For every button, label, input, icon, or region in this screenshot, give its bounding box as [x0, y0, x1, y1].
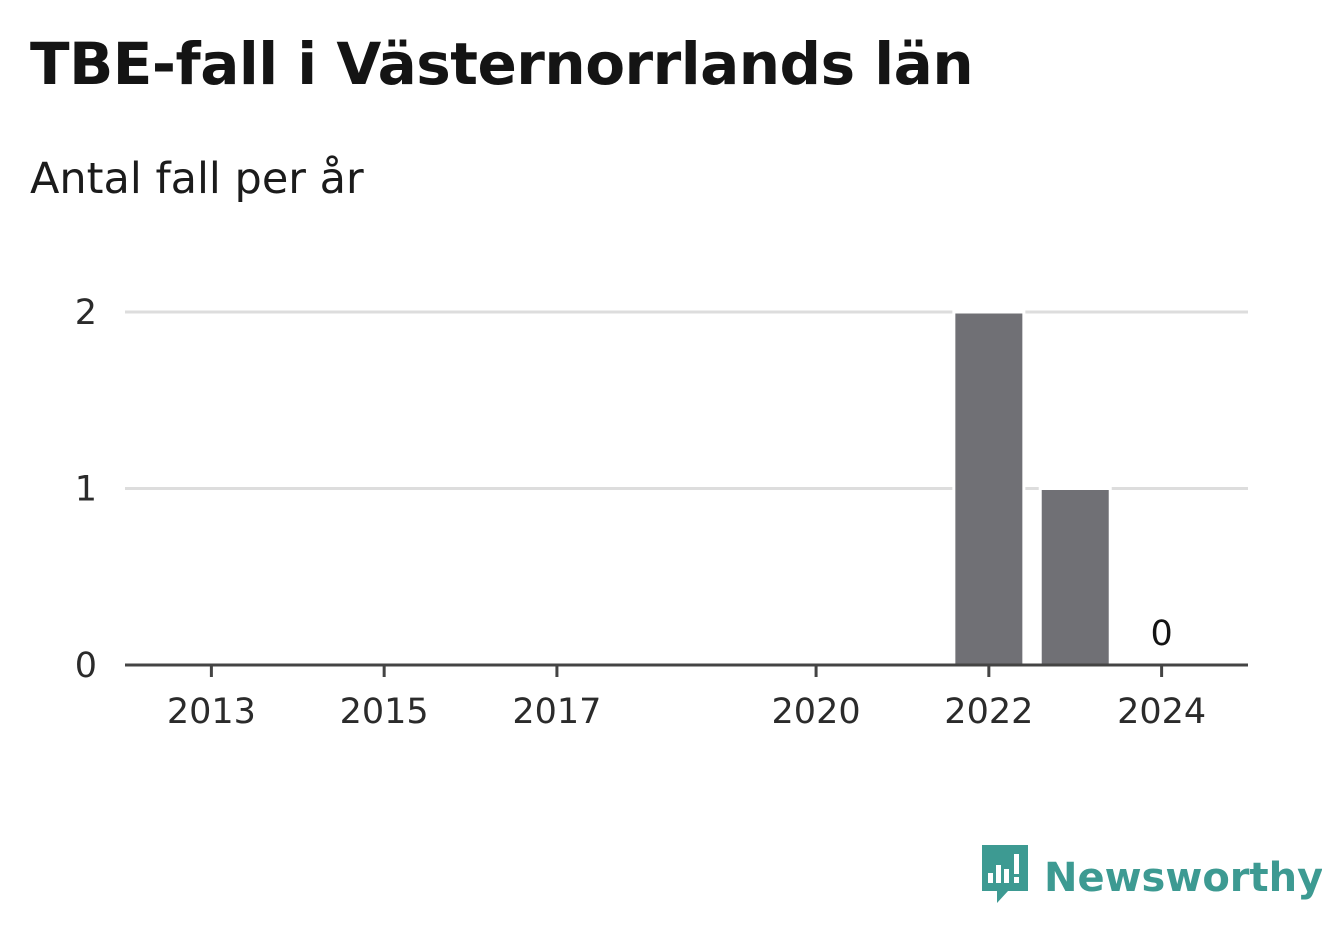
x-tick-label: 2013 [167, 692, 256, 732]
x-tick-label: 2020 [772, 692, 861, 732]
x-tick-label: 2017 [512, 692, 601, 732]
newsworthy-logo[interactable]: Newsworthy [980, 845, 1322, 911]
chart-title: TBE-fall i Västernorrlands län [30, 30, 974, 98]
chart-subtitle: Antal fall per år [30, 154, 364, 204]
x-tick-label: 2022 [944, 692, 1033, 732]
bar [1038, 487, 1112, 667]
y-tick-label: 0 [75, 646, 97, 686]
data-label: 0 [1150, 614, 1172, 654]
bar [952, 310, 1026, 667]
newsworthy-chart-icon [980, 845, 1030, 911]
y-tick-label: 1 [75, 470, 97, 510]
x-tick-label: 2015 [340, 692, 429, 732]
logo-text: Newsworthy [1044, 855, 1322, 901]
y-tick-label: 2 [75, 293, 97, 333]
x-tick-label: 2024 [1117, 692, 1206, 732]
